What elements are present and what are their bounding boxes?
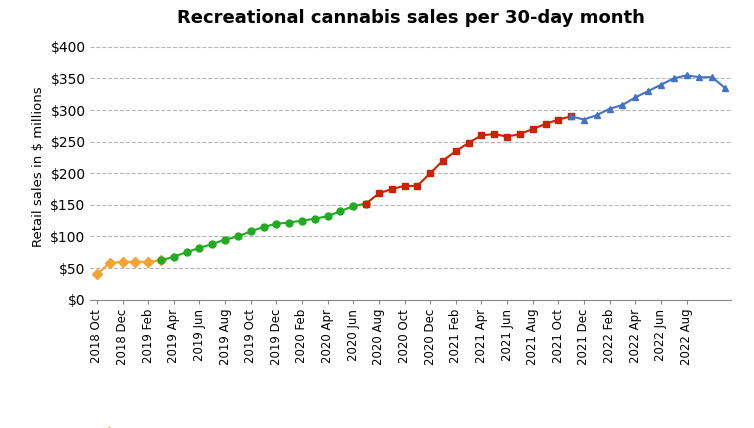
Pandemic year 2 xyxy=(682,73,691,78)
Pre-pandemic xyxy=(362,201,371,206)
Pandemic year 2 xyxy=(643,89,652,94)
Pandemic year 2 xyxy=(618,102,627,107)
Pandemic year 2 xyxy=(630,95,639,100)
Pandemic year 1 xyxy=(451,149,460,154)
Pandemic year 2 xyxy=(605,106,614,111)
Pandemic year 1 xyxy=(439,158,448,163)
Pre-pandemic xyxy=(220,237,229,242)
Pre-pandemic xyxy=(156,258,165,263)
Shortage period xyxy=(130,259,139,264)
Pre-pandemic xyxy=(259,224,268,229)
Line: Pandemic year 1: Pandemic year 1 xyxy=(363,113,575,207)
Pandemic year 2 xyxy=(707,74,716,80)
Pre-pandemic xyxy=(207,241,217,247)
Pandemic year 1 xyxy=(413,183,422,188)
Pre-pandemic xyxy=(284,220,293,225)
Pandemic year 2 xyxy=(579,117,588,122)
Pre-pandemic xyxy=(323,214,332,219)
Pandemic year 2 xyxy=(592,113,601,118)
Pre-pandemic xyxy=(348,204,358,209)
Pandemic year 1 xyxy=(400,183,409,188)
Pandemic year 1 xyxy=(477,133,486,138)
Pandemic year 1 xyxy=(553,117,562,122)
Pandemic year 1 xyxy=(541,122,550,127)
Pandemic year 2 xyxy=(567,114,576,119)
Title: Recreational cannabis sales per 30-day month: Recreational cannabis sales per 30-day m… xyxy=(177,9,645,27)
Pandemic year 1 xyxy=(528,126,537,131)
Pre-pandemic xyxy=(234,234,243,239)
Line: Pandemic year 2: Pandemic year 2 xyxy=(568,72,728,123)
Pandemic year 1 xyxy=(425,171,434,176)
Legend: Shortage period, Pre-pandemic, Pandemic year 1, Pandemic year 2: Shortage period, Pre-pandemic, Pandemic … xyxy=(91,423,731,428)
Pandemic year 1 xyxy=(362,201,371,206)
Pandemic year 1 xyxy=(490,131,499,137)
Pre-pandemic xyxy=(182,250,192,255)
Pandemic year 1 xyxy=(567,114,576,119)
Pre-pandemic xyxy=(297,218,306,223)
Shortage period xyxy=(105,260,115,265)
Pre-pandemic xyxy=(311,216,320,221)
Shortage period xyxy=(143,259,152,264)
Pre-pandemic xyxy=(195,245,204,250)
Pandemic year 1 xyxy=(464,140,474,146)
Pre-pandemic xyxy=(336,208,345,214)
Pre-pandemic xyxy=(246,229,255,234)
Line: Pre-pandemic: Pre-pandemic xyxy=(158,200,369,264)
Pandemic year 1 xyxy=(515,131,524,137)
Shortage period xyxy=(118,259,127,264)
Shortage period xyxy=(92,272,101,277)
Y-axis label: Retail sales in $ millions: Retail sales in $ millions xyxy=(32,86,44,247)
Pandemic year 1 xyxy=(388,187,397,192)
Pandemic year 2 xyxy=(656,82,665,87)
Line: Shortage period: Shortage period xyxy=(93,257,164,278)
Pre-pandemic xyxy=(169,254,178,259)
Pandemic year 2 xyxy=(669,76,678,81)
Shortage period xyxy=(156,258,165,263)
Pandemic year 1 xyxy=(374,191,383,196)
Pre-pandemic xyxy=(271,221,280,226)
Pandemic year 1 xyxy=(502,134,511,139)
Pandemic year 2 xyxy=(695,74,704,80)
Pandemic year 2 xyxy=(720,85,729,90)
